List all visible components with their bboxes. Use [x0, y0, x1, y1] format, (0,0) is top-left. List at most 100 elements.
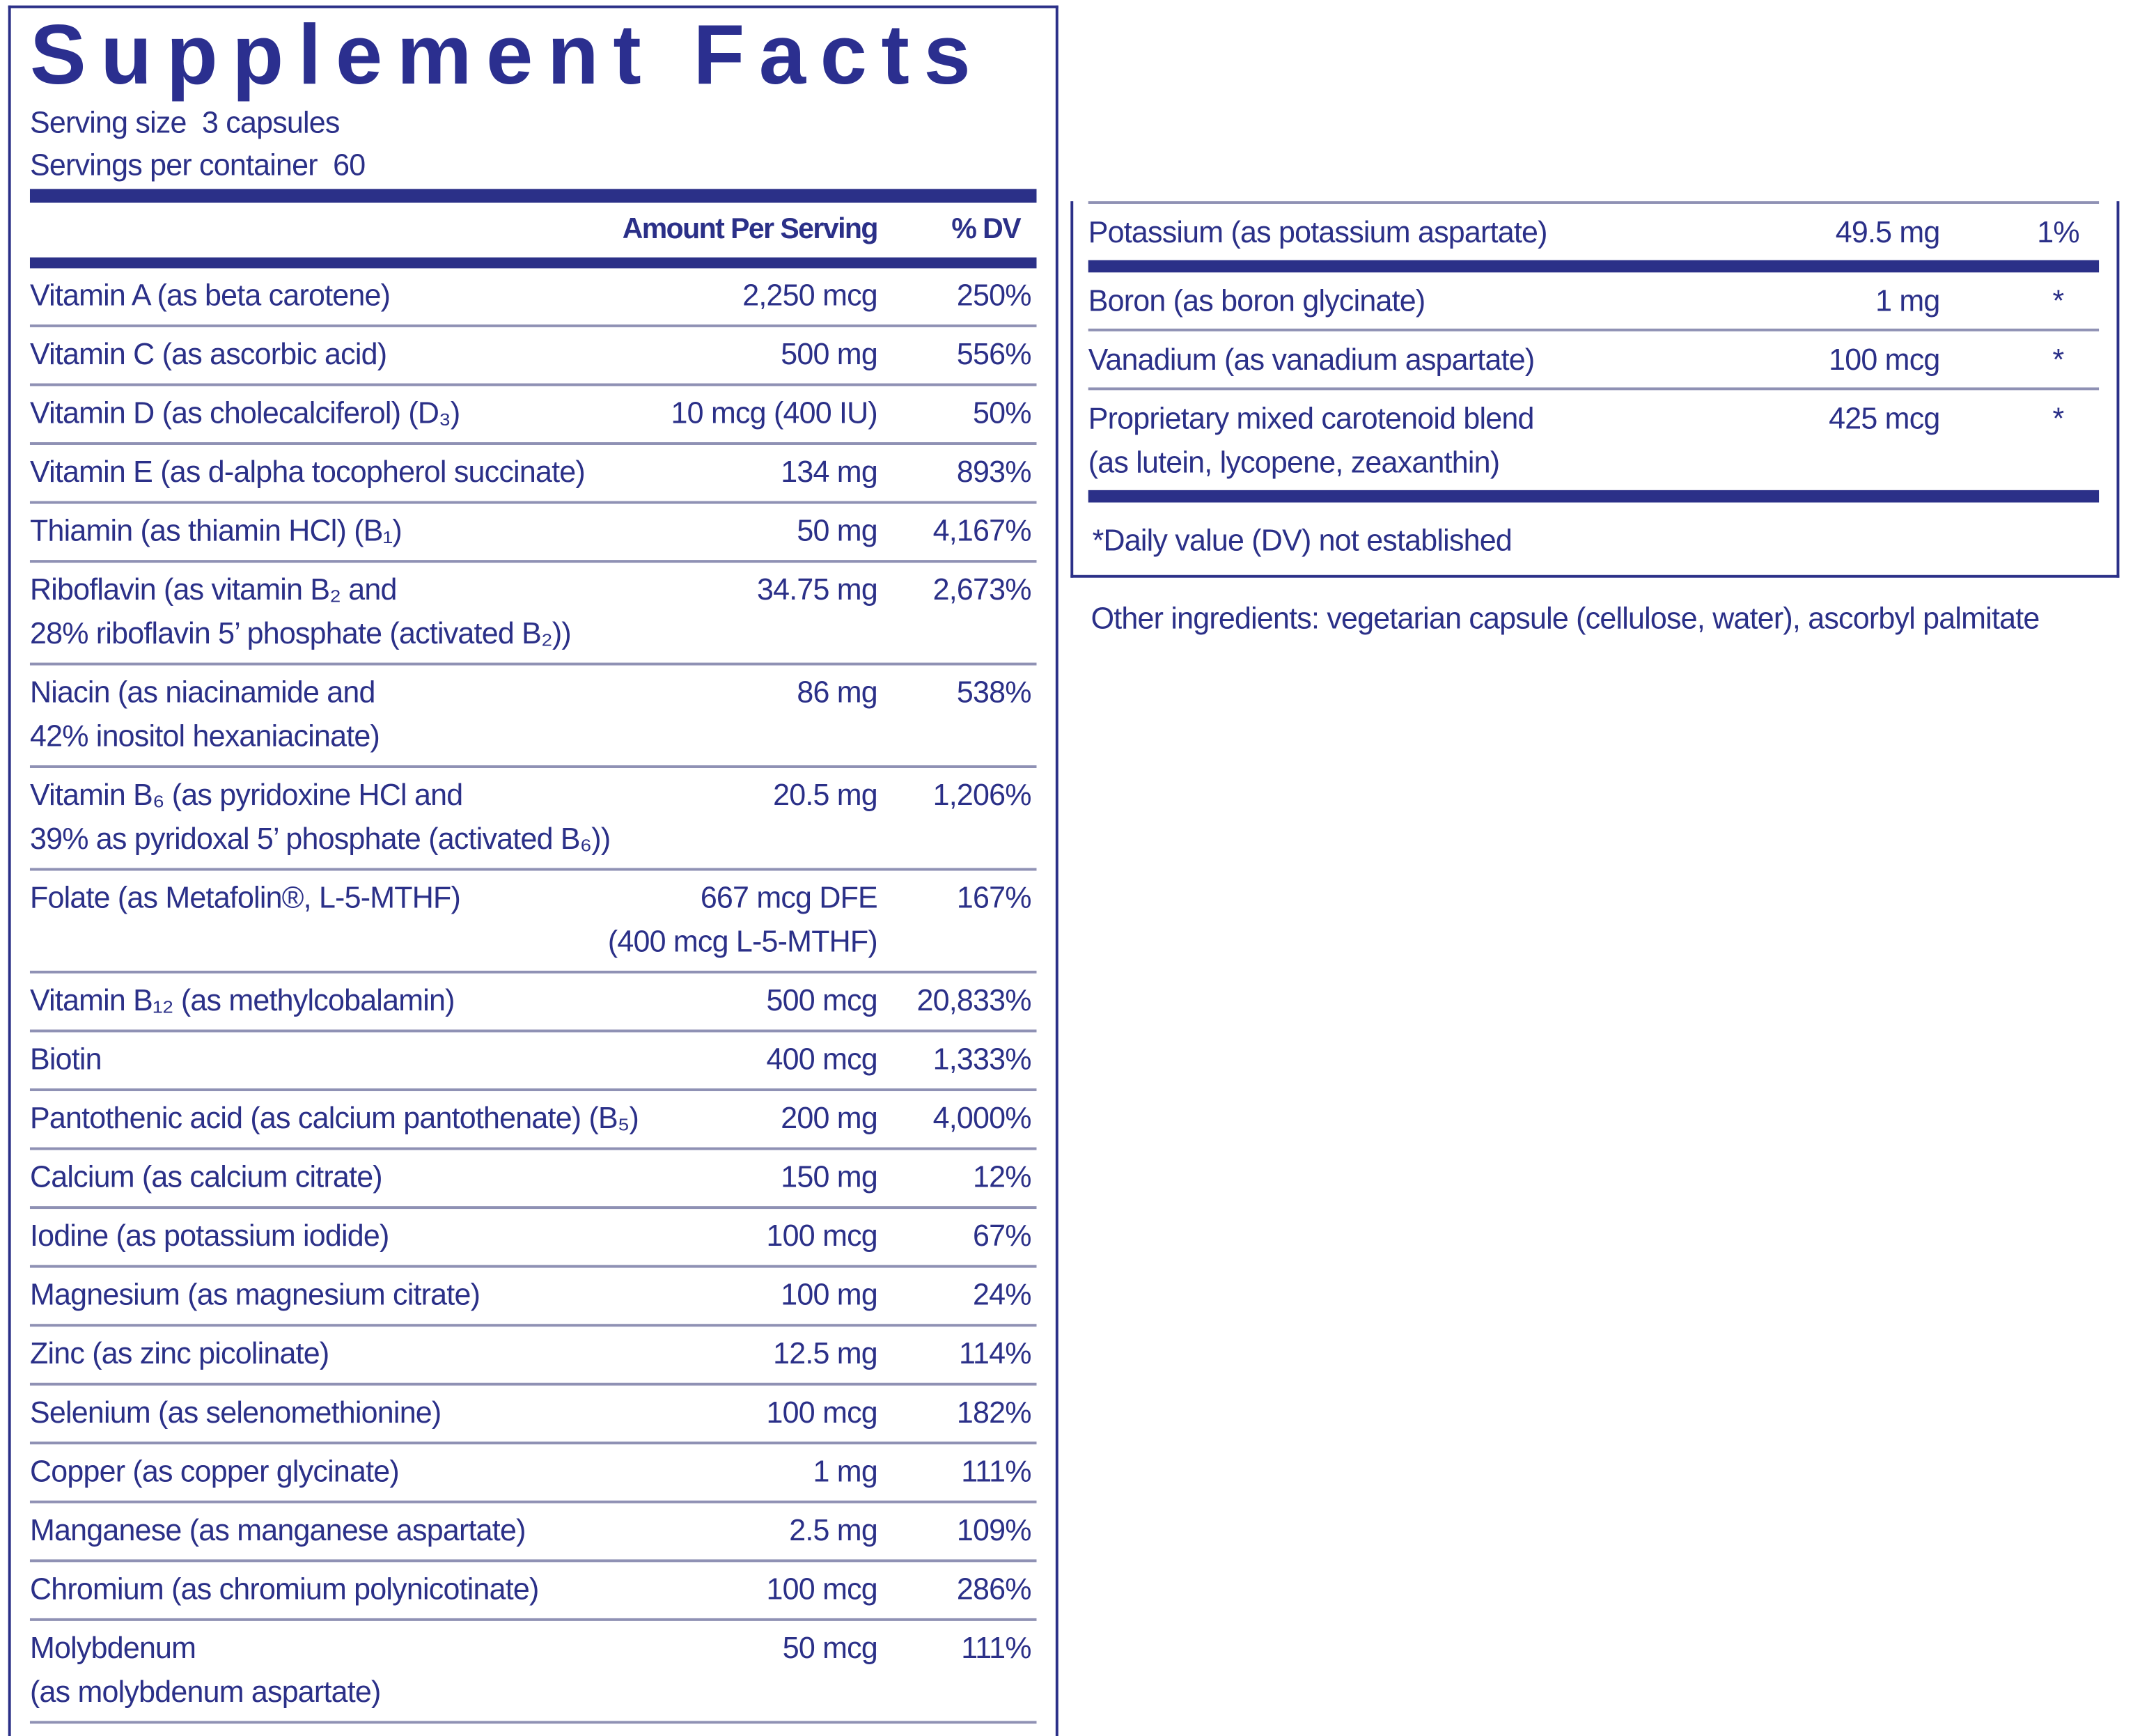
name-line: Molybdenum	[29, 1630, 196, 1665]
name-line: Vitamin C (as ascorbic acid)	[29, 336, 387, 371]
dv-value: 4,000%	[932, 1100, 1032, 1135]
name-line: Riboflavin (as vitamin B₂ and	[29, 572, 397, 607]
nutrient-name: Magnesium (as magnesium citrate)	[30, 1273, 781, 1317]
panel-border	[1055, 5, 1058, 1736]
table-row: Vitamin D (as cholecalciferol) (D₃) 10 mc…	[29, 386, 1037, 445]
table-row: Biotin 400 mcg 1,333%	[29, 1032, 1037, 1091]
dv-value: 2,673%	[932, 572, 1032, 607]
box-border	[2116, 201, 2120, 578]
name-line: Zinc (as zinc picolinate)	[29, 1336, 329, 1371]
dv-value: *	[2052, 401, 2064, 436]
amount-line: 500 mg	[781, 336, 877, 371]
table-row: Vitamin B₆ (as pyridoxine HCl and 39% as …	[29, 768, 1037, 871]
daily-value: 67%	[877, 1214, 1037, 1258]
dv-value: *	[2052, 342, 2064, 377]
name-line: Niacin (as niacinamide and	[29, 675, 375, 710]
dv-value: 111%	[961, 1630, 1031, 1665]
nutrient-name: Biotin	[30, 1038, 767, 1081]
amount-line: 150 mg	[781, 1159, 877, 1194]
name-line: Vitamin B₁₂ (as methylcobalamin)	[29, 983, 455, 1017]
amount: 400 mcg	[767, 1038, 878, 1081]
amount-line: 2.5 mg	[789, 1512, 877, 1547]
amount: 49.5 mg	[1836, 211, 1941, 255]
amount-line: 425 mcg	[1829, 401, 1940, 436]
amount-line: 100 mcg	[766, 1218, 878, 1253]
dv-value: 4,167%	[932, 513, 1032, 548]
name-line: Boron (as boron glycinate)	[1088, 283, 1426, 318]
daily-value: *	[2017, 397, 2099, 441]
nutrient-name: Riboflavin (as vitamin B₂ and 28% ribofla…	[30, 568, 757, 656]
amount: 2,250 mcg	[742, 274, 877, 318]
dv-value: 109%	[956, 1512, 1032, 1547]
amount-line: 134 mg	[781, 454, 877, 489]
right-table: Potassium (as potassium aspartate) 49.5 m…	[1088, 201, 2100, 503]
nutrient-name: Vitamin D (as cholecalciferol) (D₃)	[30, 391, 671, 435]
table-row: Magnesium (as magnesium citrate) 100 mg 24…	[29, 1268, 1037, 1327]
amount-line: 86 mg	[797, 675, 877, 710]
footnote: *Daily value (DV) not established	[1092, 523, 1513, 558]
name-line: Copper (as copper glycinate)	[29, 1453, 400, 1489]
dv-value: 182%	[956, 1395, 1032, 1430]
name-line: 39% as pyridoxal 5’ phosphate (activated…	[29, 821, 611, 856]
nutrient-name: Molybdenum (as molybdenum aspartate)	[30, 1627, 783, 1714]
amount-line: 100 mcg	[1829, 342, 1940, 377]
name-line: Iodine (as potassium iodide)	[29, 1218, 389, 1253]
dv-header: % DV	[951, 213, 1021, 245]
name-line: Proprietary mixed carotenoid blend	[1088, 401, 1535, 436]
amount: 20.5 mg	[773, 774, 878, 818]
dv-value: 67%	[972, 1218, 1031, 1253]
amount-line: 200 mg	[781, 1100, 877, 1135]
dv-value: 114%	[959, 1336, 1031, 1371]
nutrient-name: Boron (as boron glycinate)	[1088, 279, 1875, 323]
name-line: Vitamin E (as d-alpha tocopherol succina…	[29, 454, 586, 489]
amount-header: Amount Per Serving	[622, 213, 879, 245]
title: Supplement Facts	[29, 8, 985, 103]
dv-value: 50%	[972, 396, 1031, 430]
name-line: Pantothenic acid (as calcium pantothenat…	[29, 1100, 639, 1135]
daily-value: 111%	[877, 1627, 1037, 1671]
amount: 50 mg	[797, 509, 877, 553]
nutrient-name: Manganese (as manganese aspartate)	[30, 1509, 789, 1553]
table-row: Molybdenum (as molybdenum aspartate) 50 mc…	[29, 1621, 1037, 1724]
nutrient-name: Iodine (as potassium iodide)	[30, 1214, 767, 1258]
name-line: Potassium (as potassium aspartate)	[1088, 214, 1548, 249]
nutrient-name: Thiamin (as thiamin HCl) (B₁)	[30, 509, 797, 553]
amount: 10 mcg (400 IU)	[671, 391, 878, 435]
nutrient-name: Chromium (as chromium polynicotinate)	[30, 1567, 767, 1611]
daily-value: 893%	[877, 451, 1037, 494]
amount-line: 100 mcg	[766, 1395, 878, 1430]
dv-value: 1%	[2037, 214, 2079, 249]
amount: 100 mcg	[767, 1567, 878, 1611]
table-row: Vitamin B₁₂ (as methylcobalamin) 500 mcg 2…	[29, 973, 1037, 1033]
daily-value: 1%	[2017, 211, 2099, 255]
table-row: Proprietary mixed carotenoid blend (as lu…	[1088, 390, 2100, 503]
amount: 100 mcg	[766, 1214, 878, 1258]
table-row: Niacin (as niacinamide and 42% inositol h…	[29, 666, 1037, 768]
nutrient-name: Calcium (as calcium citrate)	[30, 1155, 781, 1199]
daily-value: 4,167%	[877, 509, 1037, 553]
amount: 50 mcg	[783, 1627, 878, 1671]
name-line: Biotin	[29, 1042, 102, 1077]
daily-value: 50%	[877, 391, 1037, 435]
daily-value: 2,673%	[877, 568, 1037, 612]
dv-value: 111%	[961, 1453, 1031, 1489]
amount-line: 50 mg	[797, 513, 877, 548]
box-border	[1070, 201, 1074, 578]
panel-border	[8, 5, 1058, 8]
name-line: Vitamin A (as beta carotene)	[29, 278, 391, 313]
amount: 500 mcg	[767, 979, 878, 1023]
nutrient-name: Potassium (as potassium aspartate)	[1088, 211, 1836, 255]
thick-rule	[29, 189, 1037, 203]
amount-line: 10 mcg (400 IU)	[671, 396, 878, 430]
nutrient-name: Vitamin B₁₂ (as methylcobalamin)	[30, 979, 767, 1023]
table-row: Vitamin E (as d-alpha tocopherol succina…	[29, 445, 1037, 504]
amount: 2.5 mg	[789, 1509, 877, 1553]
header-row: Amount Per Serving % DV	[30, 203, 1037, 258]
nutrient-name: Folate (as Metafolin®, L-5-MTHF)	[30, 876, 608, 920]
rule	[1088, 201, 2100, 204]
name-line: Manganese (as manganese aspartate)	[29, 1512, 526, 1547]
left-table: Amount Per Serving % DV Vitamin A (as be…	[29, 189, 1037, 1724]
serving-size: Serving size 3 capsules	[29, 105, 340, 140]
dv-value: 250%	[956, 278, 1032, 313]
